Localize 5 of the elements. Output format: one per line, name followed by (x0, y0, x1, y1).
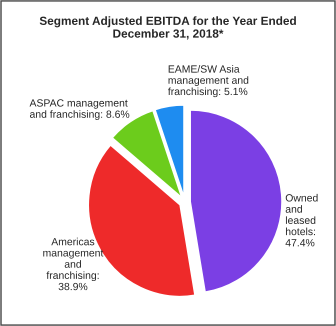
slice-label: EAME/SW Asia management and franchising: 5.1% (168, 65, 248, 98)
slice-label: Owned and leased hotels: 47.4% (286, 194, 318, 246)
slice-label: ASPAC management and franchising: 8.6% (30, 99, 130, 120)
slice-label: Americas management and franchising: 38.9% (43, 238, 104, 290)
chart-title: Segment Adjusted EBITDA for the Year Ended December 31, 2018* (40, 16, 296, 40)
